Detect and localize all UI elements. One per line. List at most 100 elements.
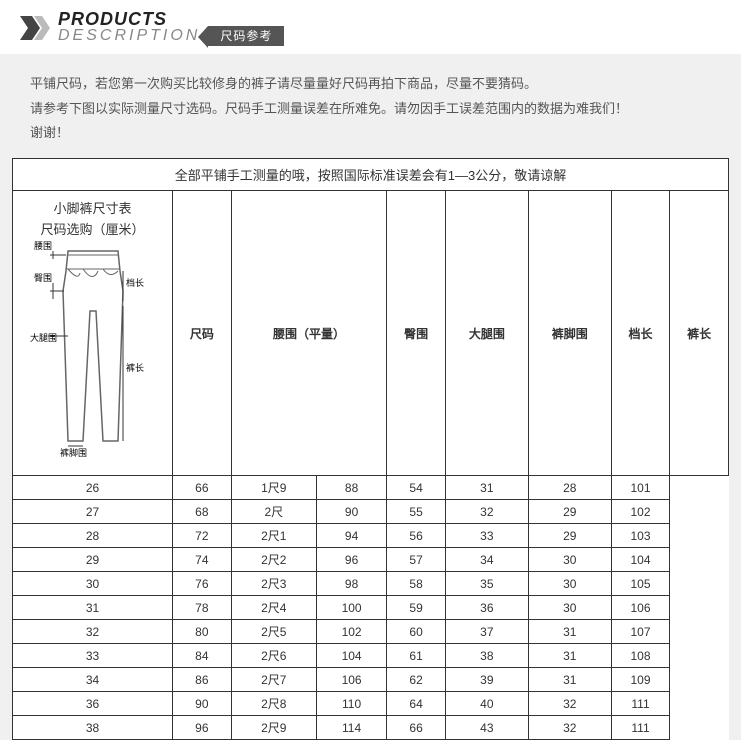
label-length: 裤长: [126, 362, 144, 373]
table-cell: 96: [173, 716, 232, 740]
table-cell: 2尺3: [231, 572, 316, 596]
table-cell: 39: [445, 668, 528, 692]
table-cell: 57: [387, 548, 446, 572]
col-header: 大腿围: [445, 191, 528, 476]
table-banner: 全部平铺手工测量的哦，按照国际标准误差会有1—3公分，敬请谅解: [13, 159, 729, 191]
table-cell: 109: [611, 668, 670, 692]
table-cell: 32: [445, 500, 528, 524]
table-cell: 64: [387, 692, 446, 716]
table-cell: 111: [611, 716, 670, 740]
title-bottom: DESCRIPTION 尺码参考: [58, 26, 286, 46]
table-cell: 33: [13, 644, 173, 668]
table-cell: 30: [528, 572, 611, 596]
table-cell: 2尺4: [231, 596, 316, 620]
diagram-cell: 小脚裤尺寸表 尺码选购（厘米） 腰围 臀围 档长 大腿围 裤长 裤脚围: [13, 191, 173, 476]
notes: 平铺尺码，若您第一次购买比较修身的裤子请尽量量好尺码再拍下商品，尽量不要猜码。 …: [0, 54, 741, 158]
label-waist: 腰围: [34, 241, 52, 251]
table-row: 31782尺4100593630106: [13, 596, 729, 620]
table-cell: 29: [528, 500, 611, 524]
note-line: 谢谢！: [30, 121, 711, 146]
table-cell: 78: [173, 596, 232, 620]
table-cell: 111: [611, 692, 670, 716]
table-cell: 36: [445, 596, 528, 620]
table-cell: 40: [445, 692, 528, 716]
col-header: 尺码: [173, 191, 232, 476]
table-cell: 28: [13, 524, 173, 548]
table-cell: 32: [528, 716, 611, 740]
col-header: 裤脚围: [528, 191, 611, 476]
table-cell: 2尺9: [231, 716, 316, 740]
table-row: 27682尺90553229102: [13, 500, 729, 524]
table-cell: 72: [173, 524, 232, 548]
col-header: 裤长: [670, 191, 729, 476]
table-cell: 74: [173, 548, 232, 572]
table-cell: 104: [611, 548, 670, 572]
note-line: 请参考下图以实际测量尺寸选码。尺码手工测量误差在所难免。请勿因手工误差范围内的数…: [30, 97, 711, 122]
table-cell: 105: [611, 572, 670, 596]
table-cell: 66: [387, 716, 446, 740]
table-cell: 96: [316, 548, 386, 572]
size-tag: 尺码参考: [208, 26, 284, 46]
table-row: 28722尺194563329103: [13, 524, 729, 548]
table-cell: 29: [528, 524, 611, 548]
table-cell: 101: [611, 476, 670, 500]
table-cell: 1尺9: [231, 476, 316, 500]
table-cell: 106: [611, 596, 670, 620]
table-cell: 2尺1: [231, 524, 316, 548]
table-cell: 76: [173, 572, 232, 596]
table-cell: 98: [316, 572, 386, 596]
table-cell: 32: [13, 620, 173, 644]
table-cell: 31: [528, 668, 611, 692]
table-cell: 102: [316, 620, 386, 644]
side-title: 小脚裤尺寸表: [17, 199, 168, 220]
table-cell: 58: [387, 572, 446, 596]
pants-diagram-icon: 腰围 臀围 档长 大腿围 裤长 裤脚围: [28, 241, 158, 461]
table-row: 29742尺296573430104: [13, 548, 729, 572]
table-row: 33842尺6104613831108: [13, 644, 729, 668]
label-rise: 档长: [126, 277, 144, 288]
table-cell: 104: [316, 644, 386, 668]
table-cell: 90: [316, 500, 386, 524]
table-cell: 108: [611, 644, 670, 668]
table-cell: 103: [611, 524, 670, 548]
table-cell: 35: [445, 572, 528, 596]
table-cell: 56: [387, 524, 446, 548]
table-row: 36902尺8110644032111: [13, 692, 729, 716]
table-row: 30762尺398583530105: [13, 572, 729, 596]
col-header: 腰围（平量）: [231, 191, 387, 476]
size-table-wrap: 全部平铺手工测量的哦，按照国际标准误差会有1—3公分，敬请谅解 小脚裤尺寸表 尺…: [0, 158, 741, 740]
table-cell: 114: [316, 716, 386, 740]
table-cell: 59: [387, 596, 446, 620]
note-line: 平铺尺码，若您第一次购买比较修身的裤子请尽量量好尺码再拍下商品，尽量不要猜码。: [30, 72, 711, 97]
table-cell: 36: [13, 692, 173, 716]
table-cell: 38: [13, 716, 173, 740]
size-table: 全部平铺手工测量的哦，按照国际标准误差会有1—3公分，敬请谅解 小脚裤尺寸表 尺…: [12, 158, 729, 740]
table-cell: 28: [528, 476, 611, 500]
arrow-icon: [20, 16, 50, 40]
title-block: PRODUCTS DESCRIPTION 尺码参考: [20, 10, 721, 46]
table-cell: 31: [13, 596, 173, 620]
table-cell: 61: [387, 644, 446, 668]
table-cell: 37: [445, 620, 528, 644]
table-cell: 31: [445, 476, 528, 500]
col-header: 臀围: [387, 191, 446, 476]
table-cell: 2尺5: [231, 620, 316, 644]
table-cell: 107: [611, 620, 670, 644]
table-cell: 29: [13, 548, 173, 572]
table-cell: 2尺8: [231, 692, 316, 716]
table-cell: 2尺: [231, 500, 316, 524]
table-cell: 110: [316, 692, 386, 716]
table-cell: 68: [173, 500, 232, 524]
col-header: 档长: [611, 191, 670, 476]
table-cell: 80: [173, 620, 232, 644]
table-row: 34862尺7106623931109: [13, 668, 729, 692]
table-row: 32802尺5102603731107: [13, 620, 729, 644]
table-cell: 60: [387, 620, 446, 644]
table-cell: 88: [316, 476, 386, 500]
table-cell: 2尺6: [231, 644, 316, 668]
table-header-row: 小脚裤尺寸表 尺码选购（厘米） 腰围 臀围 档长 大腿围 裤长 裤脚围: [13, 191, 729, 476]
table-cell: 86: [173, 668, 232, 692]
table-cell: 31: [528, 644, 611, 668]
table-cell: 2尺2: [231, 548, 316, 572]
table-cell: 26: [13, 476, 173, 500]
